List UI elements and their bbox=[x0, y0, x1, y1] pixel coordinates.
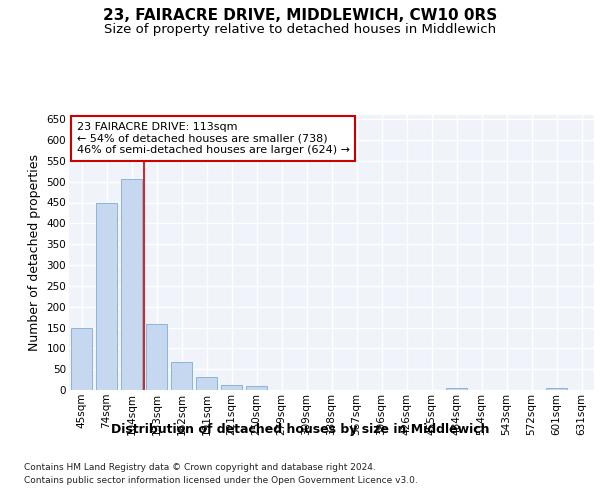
Text: 23 FAIRACRE DRIVE: 113sqm
← 54% of detached houses are smaller (738)
46% of semi: 23 FAIRACRE DRIVE: 113sqm ← 54% of detac… bbox=[77, 122, 350, 155]
Bar bbox=[246, 386, 267, 390]
Text: Distribution of detached houses by size in Middlewich: Distribution of detached houses by size … bbox=[111, 422, 489, 436]
Text: Size of property relative to detached houses in Middlewich: Size of property relative to detached ho… bbox=[104, 22, 496, 36]
Text: Contains public sector information licensed under the Open Government Licence v3: Contains public sector information licen… bbox=[24, 476, 418, 485]
Bar bbox=[446, 388, 467, 390]
Bar bbox=[96, 204, 117, 390]
Bar bbox=[171, 362, 192, 390]
Y-axis label: Number of detached properties: Number of detached properties bbox=[28, 154, 41, 351]
Bar bbox=[546, 388, 567, 390]
Text: Contains HM Land Registry data © Crown copyright and database right 2024.: Contains HM Land Registry data © Crown c… bbox=[24, 462, 376, 471]
Bar bbox=[121, 179, 142, 390]
Text: 23, FAIRACRE DRIVE, MIDDLEWICH, CW10 0RS: 23, FAIRACRE DRIVE, MIDDLEWICH, CW10 0RS bbox=[103, 8, 497, 22]
Bar bbox=[146, 324, 167, 390]
Bar bbox=[71, 328, 92, 390]
Bar bbox=[196, 376, 217, 390]
Bar bbox=[221, 385, 242, 390]
